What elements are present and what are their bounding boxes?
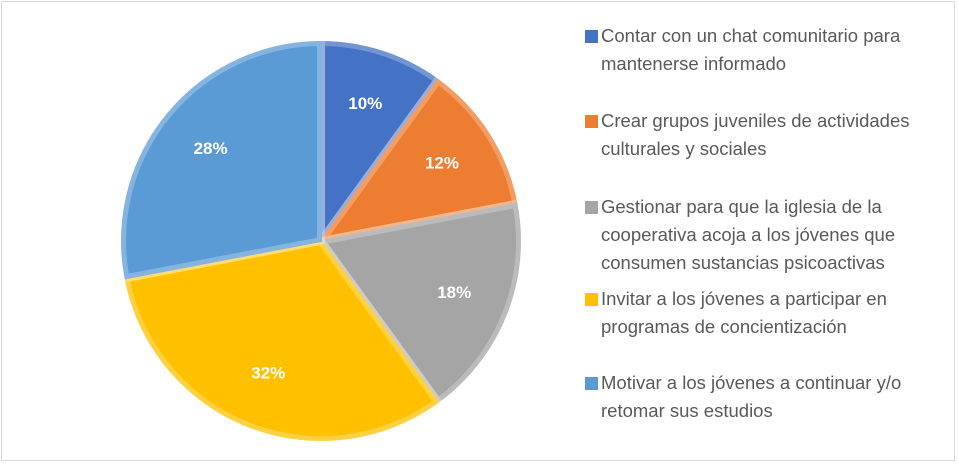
legend-item: Contar con un chat comunitario para mant… [585,22,957,78]
slice-edge [121,237,442,444]
legend-label: Contar con un chat comunitario para mant… [601,25,901,74]
pie-slice [121,40,322,280]
legend-swatch [585,30,598,43]
legend-item: Crear grupos juveniles de actividades cu… [585,107,957,163]
legend-swatch [585,377,598,390]
slice-edge [317,38,442,245]
data-label: 10% [348,94,382,113]
legend-label: Motivar a los jóvenes a continuar y/o re… [601,372,902,421]
legend-swatch [585,293,598,306]
data-label: 12% [425,154,459,173]
slice-edge [317,76,521,245]
legend-label: Gestionar para que la iglesia de la coop… [601,196,896,273]
legend-label: Crear grupos juveniles de actividades cu… [601,110,910,159]
data-label: 18% [437,283,471,302]
data-label: 28% [194,139,228,158]
pie-slice [320,40,440,245]
pie-slice [318,78,518,243]
legend-swatch [585,115,598,128]
pie-slice [124,239,440,441]
legend-item: Gestionar para que la iglesia de la coop… [585,193,957,277]
slice-edge [118,38,325,283]
data-label: 32% [251,364,285,383]
pie-slice [319,202,521,404]
legend-label: Invitar a los jóvenes a participar en pr… [601,288,887,337]
legend-item: Motivar a los jóvenes a continuar y/o re… [585,369,957,425]
legend-swatch [585,201,598,214]
legend-item: Invitar a los jóvenes a participar en pr… [585,285,957,341]
slice-edge [317,199,524,406]
